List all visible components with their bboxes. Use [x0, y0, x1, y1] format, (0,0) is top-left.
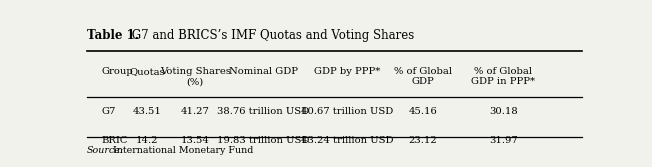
Text: 31.97: 31.97	[489, 136, 518, 145]
Text: G7: G7	[102, 108, 116, 116]
Text: BRIC: BRIC	[102, 136, 128, 145]
Text: Table 1.: Table 1.	[87, 29, 138, 42]
Text: 14.2: 14.2	[136, 136, 158, 145]
Text: 23.12: 23.12	[408, 136, 437, 145]
Text: 41.27: 41.27	[181, 108, 210, 116]
Text: 30.18: 30.18	[489, 108, 518, 116]
Text: 40.67 trillion USD: 40.67 trillion USD	[301, 108, 393, 116]
Text: GDP by PPP*: GDP by PPP*	[314, 67, 380, 76]
Text: Quotas: Quotas	[129, 67, 165, 76]
Text: 19.83 trillion USD: 19.83 trillion USD	[217, 136, 310, 145]
Text: 38.76 trillion USD: 38.76 trillion USD	[217, 108, 310, 116]
Text: Group: Group	[102, 67, 134, 76]
Text: Nominal GDP: Nominal GDP	[229, 67, 298, 76]
Text: G7 and BRICS’s IMF Quotas and Voting Shares: G7 and BRICS’s IMF Quotas and Voting Sha…	[128, 29, 415, 42]
Text: % of Global
GDP in PPP*: % of Global GDP in PPP*	[471, 67, 535, 86]
Text: International Monetary Fund: International Monetary Fund	[110, 146, 254, 155]
Text: Source:: Source:	[87, 146, 124, 155]
Text: 13.54: 13.54	[181, 136, 210, 145]
Text: 43.51: 43.51	[133, 108, 162, 116]
Text: 43.24 trillion USD: 43.24 trillion USD	[301, 136, 393, 145]
Text: % of Global
GDP: % of Global GDP	[394, 67, 452, 86]
Text: Voting Shares
(%): Voting Shares (%)	[160, 67, 231, 86]
Text: 45.16: 45.16	[408, 108, 437, 116]
